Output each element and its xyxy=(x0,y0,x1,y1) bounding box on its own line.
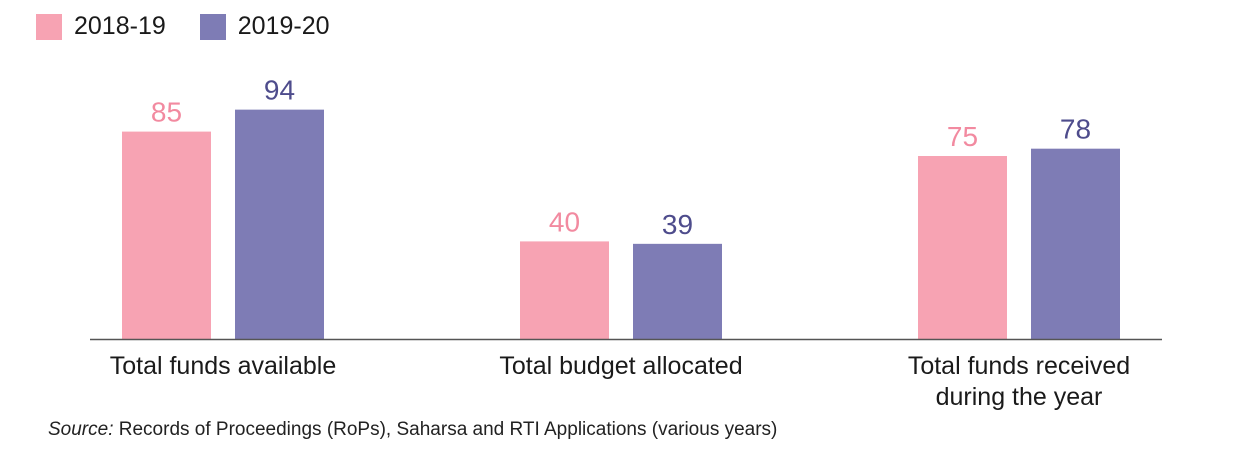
chart-legend: 2018-19 2019-20 xyxy=(36,12,330,41)
data-label-2019-20-2: 78 xyxy=(1060,114,1091,145)
bar-2018-19-0 xyxy=(122,131,211,339)
bar-2019-20-0 xyxy=(235,109,324,339)
category-label-line: Total budget allocated xyxy=(499,352,742,380)
data-label-2018-19-1: 40 xyxy=(549,206,580,237)
source-note: Source: Records of Proceedings (RoPs), S… xyxy=(48,419,777,441)
bar-2019-20-2 xyxy=(1031,148,1120,339)
category-label-line: Total funds received xyxy=(908,352,1130,380)
data-label-2018-19-0: 85 xyxy=(151,97,182,128)
legend-swatch-2019-20 xyxy=(199,13,226,40)
category-label-line: Total funds available xyxy=(110,352,337,380)
data-label-2019-20-0: 94 xyxy=(264,75,295,106)
category-label-1: Total budget allocated xyxy=(499,352,742,380)
data-label-2018-19-2: 75 xyxy=(947,121,978,152)
legend-item-2018-19: 2018-19 xyxy=(36,12,166,41)
category-label-line: during the year xyxy=(936,383,1103,411)
legend-label-2018-19: 2018-19 xyxy=(74,12,166,40)
bar-2018-19-1 xyxy=(520,241,609,339)
data-label-2019-20-1: 39 xyxy=(662,209,693,240)
legend-label-2019-20: 2019-20 xyxy=(237,12,330,40)
legend-item-2019-20: 2019-20 xyxy=(199,12,330,41)
legend-swatch-2018-19 xyxy=(36,13,62,40)
bar-2018-19-2 xyxy=(918,156,1007,339)
source-label: Source: xyxy=(48,419,114,440)
category-label-0: Total funds available xyxy=(110,352,337,380)
source-text: Records of Proceedings (RoPs), Saharsa a… xyxy=(113,419,778,440)
bar-2019-20-1 xyxy=(633,243,722,339)
category-label-2: Total funds received during the year xyxy=(908,352,1130,411)
